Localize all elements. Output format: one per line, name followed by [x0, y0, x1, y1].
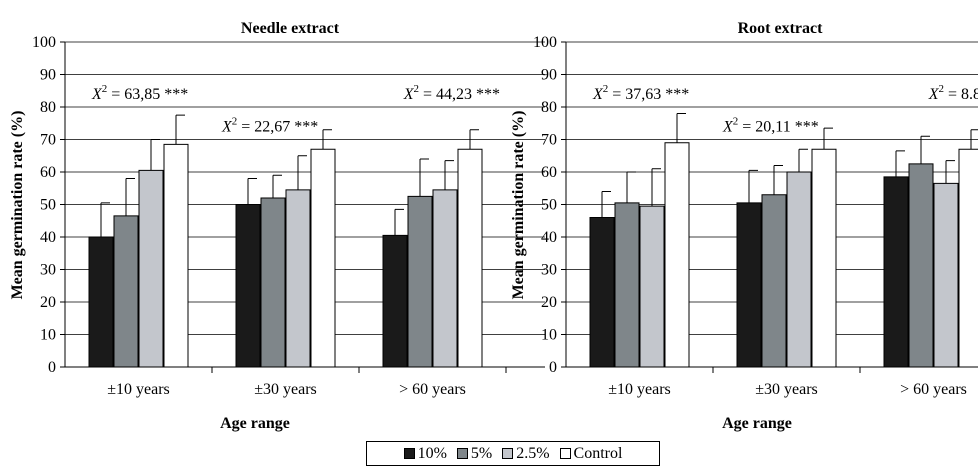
- legend-swatch-5pct: [456, 448, 468, 459]
- chart2-y-tick-label: 90: [541, 67, 557, 84]
- chart2-bar: [811, 148, 837, 368]
- chart2-y-tick-label: 20: [541, 294, 557, 311]
- chart1-x-axis-label: Age range: [220, 415, 290, 432]
- chart2-x-tick-label: ±30 years: [755, 381, 818, 398]
- chart1-y-tick-label: 90: [40, 67, 56, 84]
- chart2-bar: [664, 142, 690, 368]
- legend-swatch-10pct: [403, 448, 415, 459]
- chart2-title: Root extract: [738, 20, 824, 37]
- chart1-x-tick-label: ±30 years: [254, 381, 317, 398]
- legend-label-2-5pct: 2.5%: [516, 444, 550, 462]
- chart2-chi-square-annotation: X2 = 37,63 ***: [592, 83, 689, 103]
- chart1-chi-square-annotation: X2 = 22,67 ***: [221, 116, 318, 136]
- legend-item-2-5pct: 2.5%: [502, 444, 550, 463]
- chart1-y-tick-label: 0: [48, 359, 56, 376]
- chart1-bar: [407, 195, 433, 368]
- chart2-y-tick-label: 100: [533, 34, 557, 51]
- chart1-bar: [138, 169, 164, 368]
- chart2-bar: [958, 148, 978, 368]
- chart1-y-tick-label: 70: [40, 132, 56, 149]
- chart1-bar: [382, 234, 408, 368]
- chart1-bar: [432, 189, 458, 368]
- chart2-y-tick-label: 70: [541, 132, 557, 149]
- chart1-bar: [285, 189, 311, 368]
- legend-swatch-2-5pct: [502, 448, 514, 459]
- legend-item-control: Control: [559, 444, 623, 463]
- legend-item-5pct: 5%: [456, 444, 493, 463]
- chart1-y-tick-label: 20: [40, 294, 56, 311]
- legend-label-5pct: 5%: [470, 444, 493, 462]
- chart1-y-tick-label: 100: [32, 34, 56, 51]
- chart2-bar: [883, 176, 909, 368]
- chart2-chi-square-annotation: X2 = 20,11 ***: [722, 116, 819, 136]
- chart2-y-axis-label: Mean germination rate (%): [510, 111, 527, 300]
- legend-label-control: Control: [573, 444, 623, 462]
- chart1-y-tick-label: 50: [40, 197, 56, 214]
- chart2-x-tick-label: ±10 years: [608, 381, 671, 398]
- chart1-bar: [235, 204, 261, 368]
- chart1-y-tick-label: 30: [40, 262, 56, 279]
- chart1-bar: [113, 215, 139, 368]
- chart2-x-axis-label: Age range: [722, 415, 792, 432]
- chart1-y-axis-label: Mean germination rate (%): [9, 111, 26, 300]
- chart2-bar: [761, 194, 787, 368]
- chart2-y-tick-label: 30: [541, 262, 557, 279]
- chart1-bar: [260, 197, 286, 368]
- chart1-x-tick-label: ±10 years: [107, 381, 170, 398]
- chart1-chi-square-annotation: X2 = 63,85 ***: [91, 83, 188, 103]
- chart1-y-tick-label: 80: [40, 99, 56, 116]
- chart2-bar: [589, 217, 615, 368]
- chart2-y-tick-label: 80: [541, 99, 557, 116]
- chart1-x-tick-label: > 60 years: [399, 381, 466, 398]
- chart1-y-tick-label: 60: [40, 164, 56, 181]
- chart2-y-tick-label: 50: [541, 197, 557, 214]
- legend-swatch-control: [559, 448, 571, 459]
- chart2-bar: [933, 182, 959, 368]
- chart1-y-tick-label: 40: [40, 229, 56, 246]
- chart1-chi-square-annotation: X2 = 44,23 ***: [403, 83, 500, 103]
- chart2-chi-square-annotation: X2 = 8.83 *: [928, 83, 978, 103]
- chart1-y-tick-label: 10: [40, 327, 56, 344]
- legend: 10% 5% 2.5% Control: [366, 441, 660, 466]
- chart2-y-tick-label: 10: [541, 327, 557, 344]
- chart2-bar: [786, 171, 812, 368]
- legend-item-10pct: 10%: [403, 444, 447, 463]
- chart1-bar: [457, 148, 483, 368]
- chart1-bar: [163, 143, 189, 368]
- chart2-y-tick-label: 60: [541, 164, 557, 181]
- chart2-y-tick-label: 0: [549, 359, 557, 376]
- chart2-y-tick-label: 40: [541, 229, 557, 246]
- chart1-bar: [310, 148, 336, 368]
- chart2-bar: [639, 205, 665, 368]
- chart2-bar: [614, 202, 640, 368]
- chart2-bar: [908, 163, 934, 368]
- chart2-x-tick-label: > 60 years: [900, 381, 967, 398]
- chart1-title: Needle extract: [241, 20, 340, 37]
- chart1-bar: [88, 236, 114, 368]
- legend-label-10pct: 10%: [417, 444, 447, 462]
- chart2-bar: [736, 202, 762, 368]
